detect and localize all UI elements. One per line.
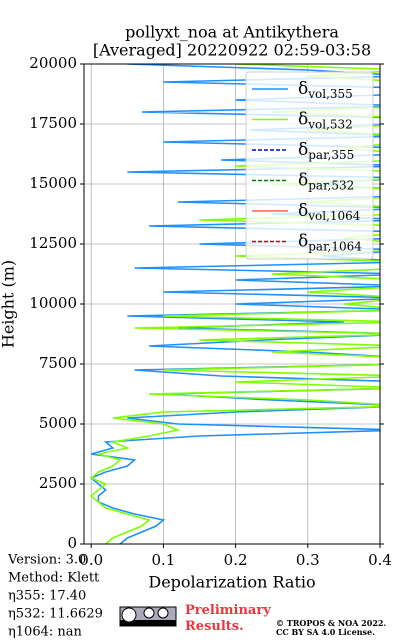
profile-line	[89, 64, 380, 544]
annotation: η1064: nan	[8, 625, 83, 640]
y-tick-label: 2500	[39, 474, 77, 492]
y-tick-label: 5000	[39, 414, 77, 432]
x-tick-label: 0.4	[368, 551, 392, 569]
chart-subtitle: [Averaged] 20220922 02:59-03:58	[93, 41, 371, 60]
legend-label: δpar,1064	[298, 231, 362, 253]
y-tick-label: 20000	[29, 54, 77, 72]
x-tick-label: 0.2	[224, 551, 248, 569]
y-axis-label: Height (m)	[0, 260, 18, 348]
profile-line	[89, 64, 380, 544]
x-tick-label: 0.1	[151, 551, 175, 569]
legend-label: δvol,355	[298, 79, 353, 101]
legend-label: δpar,532	[298, 170, 354, 192]
legend-label: δpar,355	[298, 140, 354, 162]
copyright: CC BY SA 4.0 License.	[276, 627, 375, 637]
cc-logo	[119, 606, 177, 627]
y-tick-label: 17500	[29, 114, 77, 132]
legend-label: δvol,1064	[298, 201, 361, 223]
y-tick-label: 7500	[39, 354, 77, 372]
annotation: Version: 3.0	[7, 553, 86, 568]
legend-label: δvol,532	[298, 109, 353, 131]
copyright: © TROPOS & NOA 2022.	[276, 618, 386, 628]
annotation: η532: 11.6629	[8, 607, 103, 622]
y-tick-label: 10000	[29, 294, 77, 312]
x-tick-label: 0.0	[79, 551, 103, 569]
chart-title: pollyxt_noa at Antikythera	[125, 23, 339, 42]
y-tick-label: 0	[67, 534, 77, 552]
annotation: Method: Klett	[8, 571, 100, 586]
x-tick-label: 0.3	[296, 551, 320, 569]
y-tick-label: 12500	[29, 234, 77, 252]
x-axis-label: Depolarization Ratio	[148, 573, 315, 592]
annotation: η355: 17.40	[8, 589, 86, 604]
notice: Preliminary Results.	[185, 603, 275, 634]
y-tick-label: 15000	[29, 174, 77, 192]
